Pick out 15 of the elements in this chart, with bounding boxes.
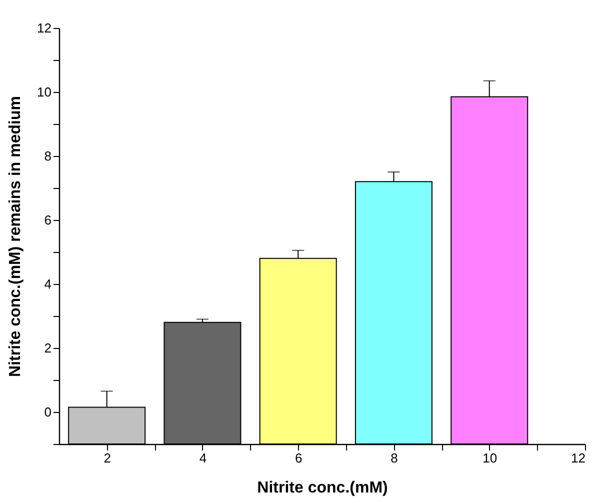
- x-tick-label: 10: [482, 450, 498, 466]
- x-tick-label: 4: [199, 450, 207, 466]
- x-tick-label: 6: [294, 450, 302, 466]
- y-tick-label: 6: [44, 212, 52, 228]
- y-tick-label: 2: [44, 340, 52, 356]
- y-axis-title: Nitrite conc.(mM) remains in medium: [7, 96, 24, 377]
- x-axis-title: Nitrite conc.(mM): [257, 480, 388, 496]
- x-tick-label: 12: [571, 450, 586, 466]
- x-tick-label: 2: [104, 450, 111, 466]
- y-tick-label: 12: [37, 20, 52, 36]
- y-tick-label: 8: [44, 148, 52, 164]
- x-tick-label: 8: [390, 450, 398, 466]
- y-tick-label: 10: [37, 84, 52, 100]
- y-tick-label: 0: [44, 404, 52, 420]
- y-tick-label: 4: [44, 276, 52, 292]
